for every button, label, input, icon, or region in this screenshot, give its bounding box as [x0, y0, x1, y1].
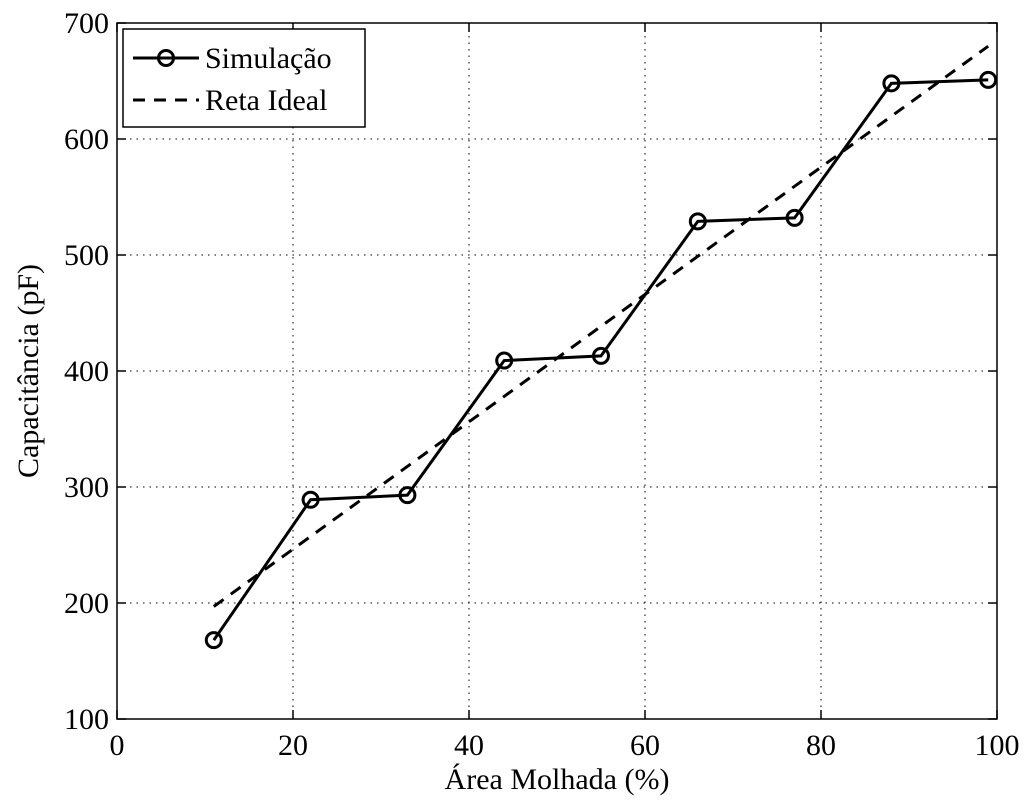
- x-tick-label: 60: [630, 729, 660, 762]
- x-tick-label: 40: [454, 729, 484, 762]
- y-tick-label: 500: [64, 239, 109, 272]
- x-axis-label: Área Molhada (%): [445, 763, 670, 796]
- data-point: [882, 74, 901, 93]
- data-point: [785, 208, 804, 227]
- x-tick-label: 20: [278, 729, 308, 762]
- legend-marker: [157, 49, 175, 67]
- legend-label: Reta Ideal: [205, 84, 327, 117]
- series-layer: [204, 44, 998, 650]
- data-point: [979, 70, 998, 89]
- y-axis-label: Capacitância (pF): [12, 264, 45, 478]
- y-tick-label: 400: [64, 355, 109, 388]
- data-point: [592, 346, 610, 365]
- grid: [117, 23, 997, 719]
- y-tick-label: 200: [64, 587, 109, 620]
- x-tick-label: 100: [975, 729, 1020, 762]
- data-point: [301, 490, 320, 509]
- legend-box: [122, 28, 366, 128]
- data-point: [398, 486, 417, 505]
- y-tick-label: 600: [64, 123, 109, 156]
- axes: 0 20 40 60 80 100 100 200 300 400 500 600 700: [64, 7, 1020, 762]
- y-tick-label: 700: [64, 7, 109, 40]
- legend: Simulação Reta Ideal: [122, 28, 366, 128]
- series-line-simulacao: [212, 78, 989, 641]
- x-tick-label: 0: [110, 729, 125, 762]
- data-point: [688, 212, 707, 231]
- legend-label: Simulação: [205, 42, 332, 75]
- y-tick-label: 100: [64, 703, 109, 736]
- data-point: [495, 351, 514, 370]
- data-point: [204, 631, 223, 650]
- y-tick-label: 300: [64, 471, 109, 504]
- x-tick-label: 80: [806, 729, 836, 762]
